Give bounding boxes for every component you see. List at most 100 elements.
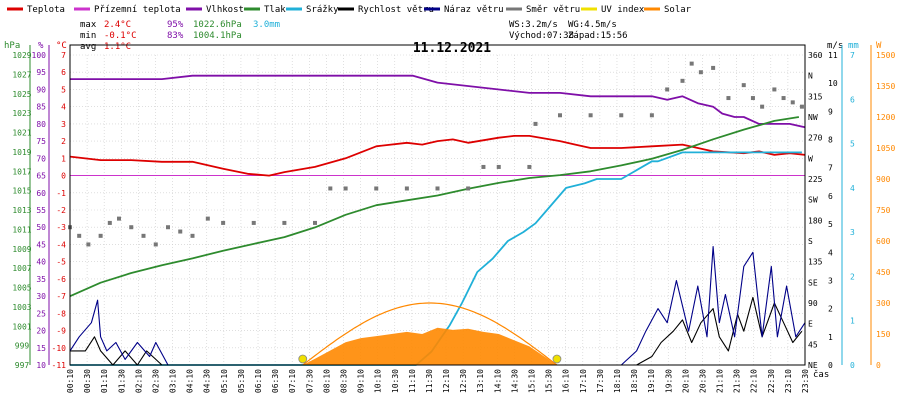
legend-label: Směr větru — [526, 5, 580, 15]
press-tick-label: 1027 — [12, 70, 31, 79]
hum-tick-label: 80 — [36, 120, 46, 129]
series-wind-dir-point — [153, 242, 158, 247]
time-tick-label: 12:10 — [442, 369, 451, 393]
stat-max-hum: 95% — [167, 20, 184, 30]
hum-tick-label: 75 — [36, 137, 46, 146]
temp-tick-label: 4 — [61, 103, 66, 112]
stat-avg-temp: 1.1°C — [104, 42, 131, 52]
series-wind-dir-point — [374, 186, 379, 191]
time-tick-label: 01:30 — [117, 369, 126, 393]
legend-label: Rychlost větru — [358, 5, 434, 15]
hum-tick-label: 25 — [36, 309, 46, 318]
series-wind-dir-point — [107, 220, 112, 225]
temp-tick-label: -11 — [52, 361, 67, 370]
press-tick-label: 1029 — [12, 51, 31, 60]
press-unit: hPa — [4, 41, 20, 51]
wind-info: WS:3.2m/s WG:4.5m/s Východ:07:38 Západ:1… — [509, 20, 628, 41]
series-wind-dir-point — [86, 242, 91, 247]
dir-tick-label: 90 — [808, 299, 818, 308]
sun-marker — [552, 354, 562, 364]
wind-tick-label: 8 — [828, 136, 833, 145]
press-tick-label: 1015 — [12, 187, 31, 196]
time-tick-label: 06:10 — [254, 369, 263, 393]
temp-tick-label: 7 — [61, 51, 66, 60]
sunrise-info: Východ:07:38 — [509, 31, 574, 41]
series-wind-dir-point — [711, 65, 716, 70]
temp-tick-label: -8 — [56, 309, 66, 318]
series-wind-dir-point — [328, 186, 333, 191]
series-wind-dir-point — [178, 229, 183, 234]
series-sr-ky-line — [70, 151, 802, 366]
press-tick-label: 1003 — [12, 303, 31, 312]
series-wind-dir-point — [558, 113, 562, 118]
temp-tick-label: 3 — [61, 120, 66, 129]
rain-tick-label: 0 — [850, 361, 855, 370]
time-tick-label: 20:30 — [698, 369, 707, 393]
rain-tick-label: 1 — [850, 317, 855, 326]
dir-tick-label: 270 — [808, 134, 823, 143]
solar-tick-label: 750 — [876, 206, 891, 215]
stat-max-temp: 2.4°C — [104, 20, 131, 30]
axis-ticks: 1029102710251023102110191017101510131011… — [12, 45, 895, 393]
series-wind-dir-point — [649, 113, 654, 118]
hum-tick-label: 65 — [36, 172, 46, 181]
dir-tick-label: 180 — [808, 216, 823, 225]
series-wind-dir-point — [435, 186, 440, 191]
legend-label: Teplota — [27, 5, 65, 15]
dir-tick-label: SE — [808, 278, 818, 287]
dir-tick-label: 135 — [808, 258, 823, 267]
time-tick-label: 12:30 — [459, 369, 468, 393]
time-tick-label: 10:30 — [391, 369, 400, 393]
press-tick-label: 1005 — [12, 284, 31, 293]
press-tick-label: 1009 — [12, 245, 31, 254]
series-wind-dir-point — [760, 104, 765, 109]
series-solar-area — [302, 327, 557, 365]
temp-tick-label: 1 — [61, 154, 66, 163]
hum-tick-label: 70 — [36, 154, 46, 163]
series-wind-dir-point — [781, 96, 786, 101]
rain-tick-label: 5 — [850, 140, 855, 149]
hum-tick-label: 35 — [36, 275, 46, 284]
press-tick-label: 1017 — [12, 167, 31, 176]
hum-tick-label: 10 — [36, 361, 46, 370]
series-wind-dir-point — [741, 83, 746, 88]
series-tlak-line — [69, 116, 800, 298]
dir-tick-label: 225 — [808, 175, 823, 184]
hum-unit: % — [38, 41, 44, 51]
series-wind-dir-point — [726, 96, 731, 101]
temp-tick-label: -2 — [56, 206, 66, 215]
hum-tick-label: 100 — [32, 51, 47, 60]
wind-tick-label: 9 — [828, 107, 833, 116]
series-wind-dir-point — [680, 78, 685, 83]
time-tick-label: 17:10 — [579, 369, 588, 393]
dir-tick-label: NE — [808, 361, 818, 370]
series-wind-dir-point — [205, 216, 210, 221]
time-tick-label: 05:30 — [237, 369, 246, 393]
time-tick-label: 00:30 — [83, 369, 92, 393]
series-wind-dir-point — [190, 233, 195, 238]
series-wind-dir-point — [772, 87, 777, 92]
series-wind-dir-point — [527, 164, 532, 169]
press-tick-label: 999 — [15, 342, 30, 351]
series-wind-dir-point — [117, 216, 121, 221]
time-tick-label: 06:30 — [271, 369, 280, 393]
time-tick-label: 15:30 — [545, 369, 554, 393]
wind-gust-info: WG:4.5m/s — [568, 20, 617, 30]
dir-tick-label: 360 — [808, 51, 823, 60]
stat-min-label: min — [80, 31, 96, 41]
hum-tick-label: 90 — [36, 85, 46, 94]
rain-tick-label: 7 — [850, 51, 855, 60]
time-tick-label: 14:30 — [510, 369, 519, 393]
time-tick-label: 04:10 — [186, 369, 195, 393]
rain-tick-label: 2 — [850, 272, 855, 281]
time-unit: čas — [813, 369, 829, 380]
hum-tick-label: 45 — [36, 240, 46, 249]
wind-speed-info: WS:3.2m/s — [509, 20, 558, 30]
series-wind-dir-point — [343, 186, 348, 191]
solar-tick-label: 1350 — [876, 82, 895, 91]
hum-tick-label: 60 — [36, 189, 46, 198]
series-wind-dir-point — [313, 220, 317, 225]
series-wind-dir-point — [619, 113, 624, 118]
series-wind-dir-point — [790, 100, 795, 105]
time-tick-label: 05:10 — [220, 369, 229, 393]
